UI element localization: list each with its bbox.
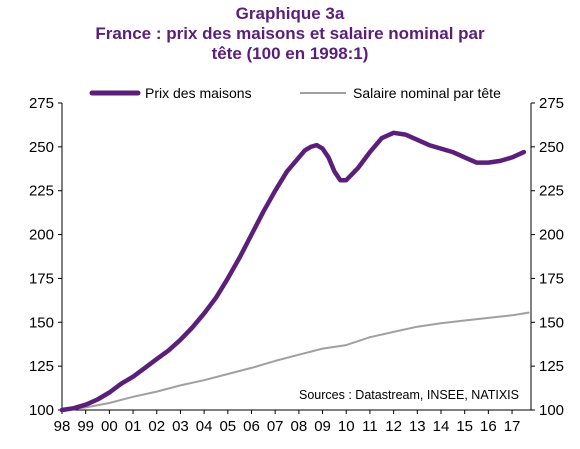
y-axis-ticks: 100 100 125 125 150 150 175 175 200 200 225 225 250 2… [29,95,564,419]
x-tick-label-17: 17 [504,418,521,435]
legend: Prix des maisons Salaire nominal par têt… [89,85,501,101]
x-tick-label-07: 07 [267,418,284,435]
x-tick-label-02: 02 [148,418,165,435]
y-tick-label-left-275: 275 [29,95,54,112]
x-tick-label-06: 06 [243,418,260,435]
x-tick-label-98: 98 [54,418,71,435]
chart-title: Graphique 3a France : prix des maisons e… [0,4,580,64]
x-tick-label-05: 05 [219,418,236,435]
x-tick-label-00: 00 [101,418,118,435]
x-tick-label-01: 01 [125,418,142,435]
y-tick-label-right-275: 275 [539,95,564,112]
x-tick-label-03: 03 [172,418,189,435]
y-tick-label-left-225: 225 [29,183,54,200]
x-tick-label-14: 14 [433,418,450,435]
y-tick-label-left-175: 175 [29,270,54,287]
y-tick-label-right-250: 250 [539,139,564,156]
y-tick-label-left-125: 125 [29,358,54,375]
x-tick-label-16: 16 [480,418,497,435]
y-tick-label-right-125: 125 [539,358,564,375]
chart-title-line-2: France : prix des maisons et salaire nom… [95,24,485,43]
x-tick-label-10: 10 [338,418,355,435]
source-note: Sources : Datastream, INSEE, NATIXIS [299,388,519,402]
series-line-salaire-nominal [61,311,530,411]
x-tick-label-11: 11 [362,418,378,435]
series-layer [59,130,530,413]
y-tick-label-right-225: 225 [539,183,564,200]
y-tick-label-left-250: 250 [29,139,54,156]
y-tick-label-right-150: 150 [539,314,564,331]
x-tick-label-08: 08 [291,418,308,435]
chart-title-line-3: tête (100 en 1998:1) [211,44,369,63]
series-line-prix-des-maisons [59,130,527,413]
y-tick-label-left-200: 200 [29,227,54,244]
x-axis-ticks: 98 99 00 01 02 03 04 05 06 07 08 09 10 11 12 13 14 15 16 17 [54,410,521,435]
y-tick-label-right-100: 100 [539,402,564,419]
y-tick-label-left-150: 150 [29,314,54,331]
y-tick-label-right-200: 200 [539,227,564,244]
x-tick-label-15: 15 [456,418,473,435]
legend-label-salaire-nominal: Salaire nominal par tête [353,85,501,101]
chart-title-line-1: Graphique 3a [235,4,345,23]
y-tick-label-left-100: 100 [29,402,54,419]
x-tick-label-09: 09 [314,418,331,435]
x-tick-label-12: 12 [385,418,402,435]
x-tick-label-04: 04 [196,418,213,435]
x-tick-label-99: 99 [77,418,94,435]
x-tick-label-13: 13 [409,418,426,435]
y-tick-label-right-175: 175 [539,270,564,287]
legend-label-prix-des-maisons: Prix des maisons [145,85,252,101]
